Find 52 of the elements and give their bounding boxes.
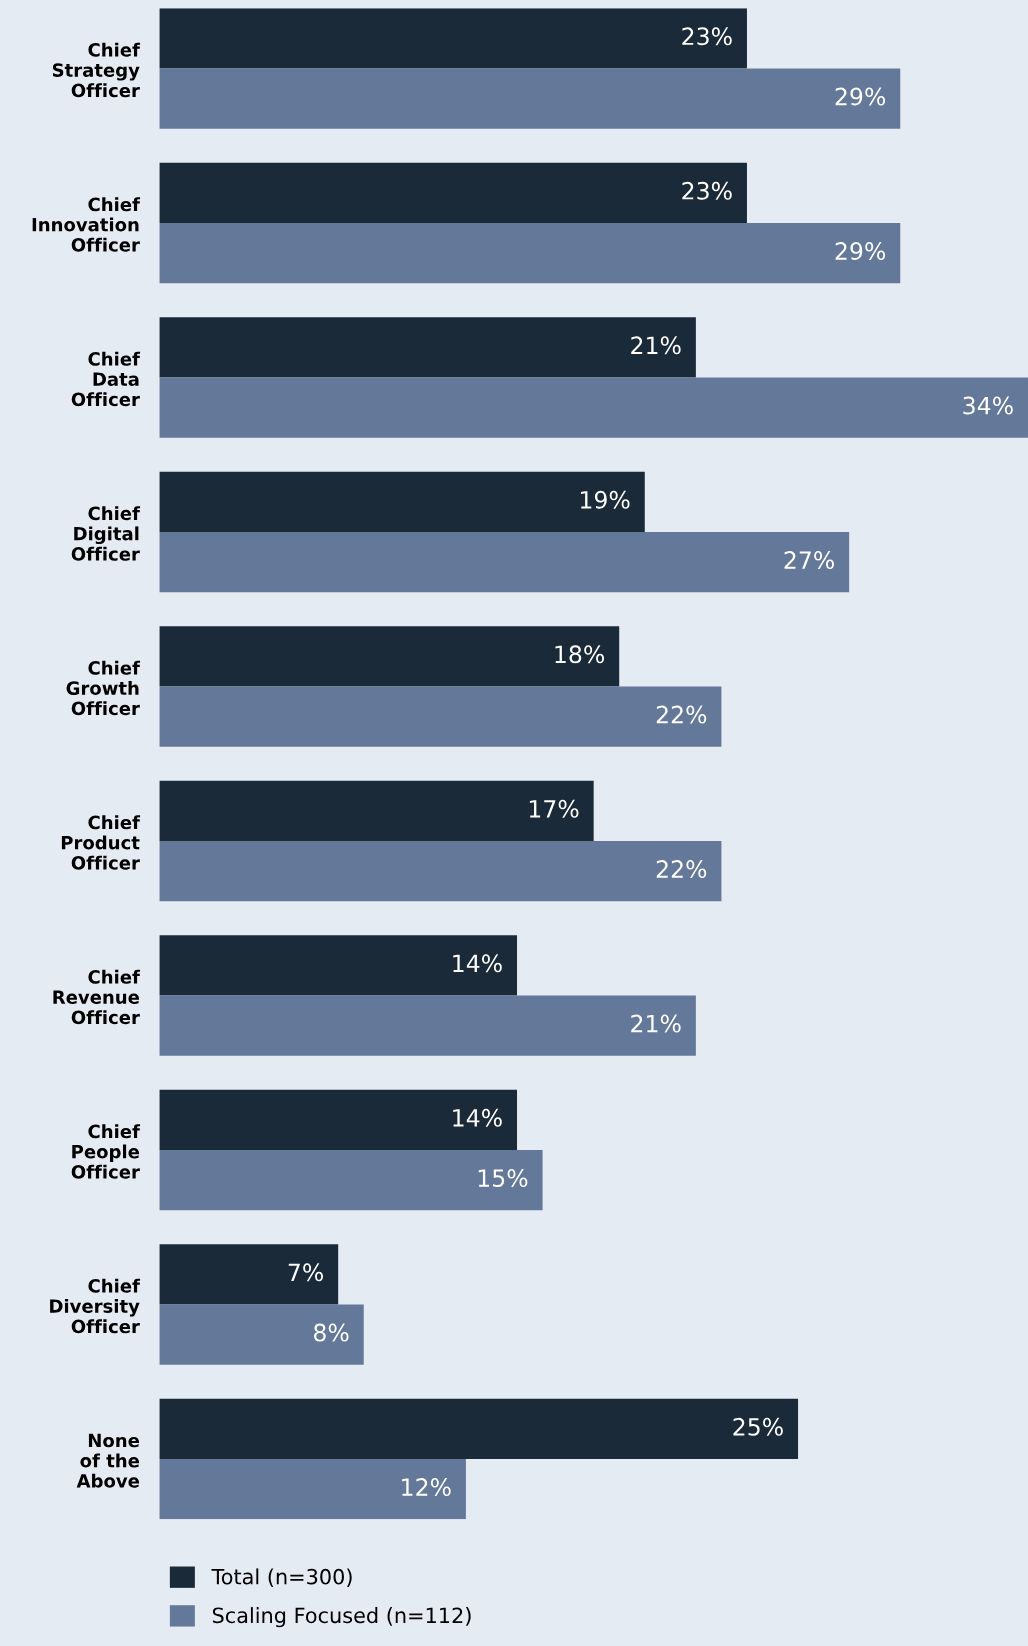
bar <box>159 1304 364 1365</box>
y-tick-label: Chief Innovation Officer <box>32 197 141 252</box>
data-label: 23% <box>682 27 732 46</box>
y-tick-label: Chief Strategy Officer <box>52 42 141 98</box>
bar <box>159 1398 799 1459</box>
bar <box>159 1150 543 1211</box>
y-tick-label: Chief People Officer <box>71 1124 141 1179</box>
data-label: 21% <box>631 1014 681 1033</box>
data-label: 29% <box>835 242 886 260</box>
bar <box>159 68 901 129</box>
bar <box>159 162 747 223</box>
data-label: 22% <box>656 705 707 724</box>
y-tick-label: Chief Diversity Officer <box>50 1278 141 1334</box>
bar <box>159 471 645 532</box>
data-label: 14% <box>453 1108 502 1127</box>
data-label: 15% <box>478 1169 528 1187</box>
bar <box>159 222 901 284</box>
legend-label: Total (n=300) <box>211 1568 352 1587</box>
data-label: 19% <box>580 490 630 509</box>
bar <box>159 531 850 593</box>
data-label: 34% <box>963 396 1013 415</box>
bar <box>159 626 620 687</box>
bar <box>159 8 747 69</box>
y-tick-label: Chief Data Officer <box>71 351 141 407</box>
bar <box>159 995 696 1056</box>
data-label: 25% <box>733 1417 783 1436</box>
data-label: 22% <box>656 860 707 878</box>
data-label: 17% <box>529 799 579 818</box>
bar <box>159 840 722 902</box>
legend-label: Scaling Focused (n=112) <box>212 1607 471 1628</box>
bar <box>159 686 722 747</box>
bar <box>159 1459 466 1520</box>
data-label: 18% <box>555 645 605 664</box>
data-label: 12% <box>402 1478 451 1496</box>
y-tick-label: Chief Growth Officer <box>66 660 141 716</box>
y-tick-label: Chief Revenue Officer <box>53 969 141 1025</box>
y-tick-label: None of the Above <box>76 1433 140 1488</box>
y-tick-label: Chief Digital Officer <box>71 506 141 561</box>
bar <box>159 935 518 996</box>
data-label: 23% <box>682 181 732 200</box>
data-label: 7% <box>288 1263 323 1282</box>
bar <box>159 1244 339 1305</box>
bar <box>159 780 594 841</box>
data-label: 14% <box>453 954 502 973</box>
y-tick-label: Chief Product Officer <box>61 815 141 870</box>
data-label: 27% <box>784 551 834 569</box>
data-label: 8% <box>313 1323 349 1342</box>
bar <box>159 317 696 378</box>
bar <box>159 377 1028 438</box>
data-label: 21% <box>631 336 681 355</box>
data-label: 29% <box>835 87 886 106</box>
bar <box>159 1089 518 1150</box>
